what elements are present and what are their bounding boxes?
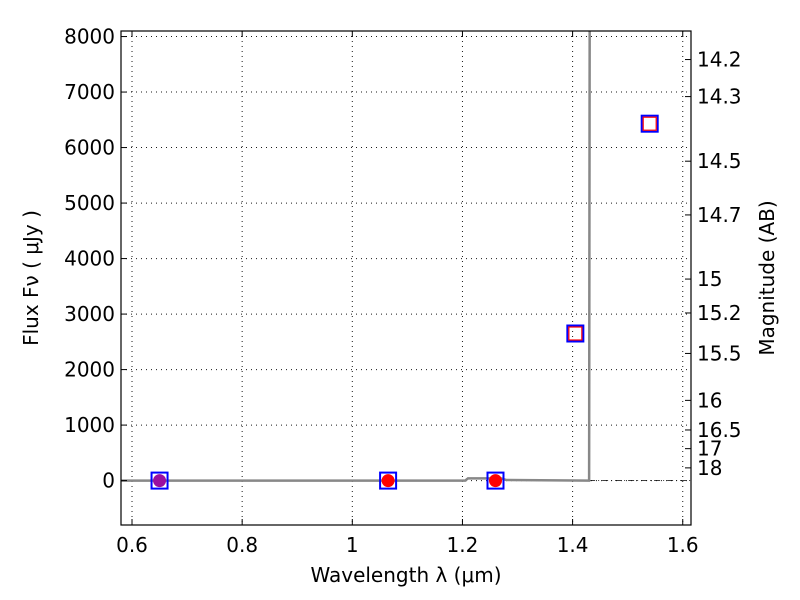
plot-background [121, 31, 691, 525]
upper-limit-box [568, 326, 583, 341]
observed-point [153, 474, 167, 488]
tick-layer [121, 31, 691, 525]
upper-limit-box [642, 116, 657, 131]
x-tick-label: 1.6 [667, 533, 699, 557]
y-tick-label: 7000 [64, 80, 115, 104]
y2-tick-label: 16 [697, 388, 722, 412]
y-tick-label: 2000 [64, 358, 115, 382]
y2-tick-label: 15.2 [697, 301, 742, 325]
model-flux-box [566, 324, 585, 343]
grid-layer [121, 31, 691, 525]
model-flux-box [486, 471, 505, 490]
y2-tick-label: 16.5 [697, 418, 742, 442]
y-tick-label: 6000 [64, 136, 115, 160]
x-tick-label: 0.8 [226, 533, 258, 557]
y-tick-label: 0 [102, 469, 115, 493]
y-tick-label: 3000 [64, 302, 115, 326]
y-tick-label: 4000 [64, 247, 115, 271]
y-tick-label: 5000 [64, 191, 115, 215]
x-tick-label: 1.4 [557, 533, 589, 557]
model-flux-box [640, 114, 659, 133]
plot-frame [120, 30, 692, 526]
model-flux-box [379, 471, 398, 490]
y2-tick-label: 18 [697, 456, 722, 480]
y-axis-label: Flux Fν ( μJy ) [19, 210, 43, 346]
y2-tick-label: 15 [697, 267, 722, 291]
y2-axis-label: Magnitude (AB) [755, 200, 779, 355]
y2-tick-label: 17 [697, 437, 722, 461]
model-flux-box [150, 471, 169, 490]
x-tick-label: 1.2 [447, 533, 479, 557]
x-tick-label: 0.6 [116, 533, 148, 557]
y-tick-label: 8000 [64, 25, 115, 49]
y2-tick-label: 14.7 [697, 203, 742, 227]
y2-tick-label: 15.5 [697, 341, 742, 365]
observed-point [488, 474, 502, 488]
observed-point [381, 474, 395, 488]
x-axis-label: Wavelength λ (μm) [310, 563, 501, 587]
x-tick-label: 1 [346, 533, 359, 557]
label-layer: 0.6 0.8 1 1.2 1.4 1.6 0 1000 2000 3000 4000 5000 600… [64, 25, 741, 557]
y2-tick-label: 14.3 [697, 85, 742, 109]
y-tick-label: 1000 [64, 413, 115, 437]
y2-tick-label: 14.5 [697, 149, 742, 173]
marker-layer [150, 114, 659, 490]
y2-tick-label: 14.2 [697, 48, 742, 72]
